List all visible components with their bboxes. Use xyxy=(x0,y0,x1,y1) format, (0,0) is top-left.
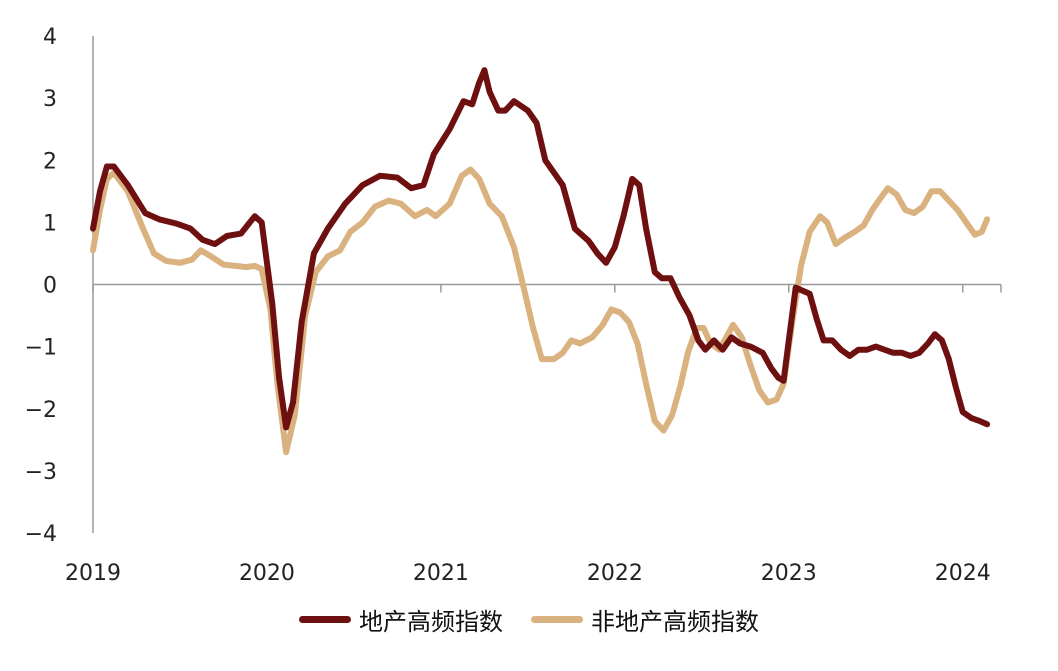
series-line-real-estate xyxy=(90,67,991,431)
x-tick-label: 2019 xyxy=(65,561,121,586)
x-tick-label: 2024 xyxy=(935,561,991,586)
legend-swatch-non-real-estate xyxy=(531,616,583,623)
y-tick-label: 3 xyxy=(43,87,57,112)
legend-item-real-estate: 地产高频指数 xyxy=(299,602,503,637)
y-tick-label: −2 xyxy=(25,398,57,423)
y-tick-label: −1 xyxy=(25,336,57,361)
series-line-non-real-estate xyxy=(90,166,991,456)
y-axis: 4 3 2 1 0 −1 −2 −3 −4 xyxy=(25,25,94,547)
y-tick-label: −3 xyxy=(25,460,57,485)
y-tick-label: 0 xyxy=(43,274,57,299)
x-axis: 2019 2020 2021 2022 2023 2024 xyxy=(65,283,1002,586)
x-tick-label: 2020 xyxy=(239,561,295,586)
legend-item-non-real-estate: 非地产高频指数 xyxy=(531,602,759,637)
legend: 地产高频指数 非地产高频指数 xyxy=(0,602,1058,637)
legend-label-non-real-estate: 非地产高频指数 xyxy=(591,608,759,636)
y-tick-label: 2 xyxy=(43,149,57,174)
x-tick-label: 2021 xyxy=(413,561,469,586)
x-tick-label: 2022 xyxy=(587,561,643,586)
legend-swatch-real-estate xyxy=(299,616,351,623)
line-chart: 4 3 2 1 0 −1 −2 −3 −4 2019 2020 2021 2022 2023 2024 xyxy=(25,25,1002,586)
y-tick-label: −4 xyxy=(25,522,57,547)
series-lines xyxy=(90,67,991,456)
x-tick-label: 2023 xyxy=(761,561,817,586)
y-tick-label: 1 xyxy=(43,211,57,236)
y-tick-label: 4 xyxy=(43,25,57,50)
legend-label-real-estate: 地产高频指数 xyxy=(359,608,503,636)
